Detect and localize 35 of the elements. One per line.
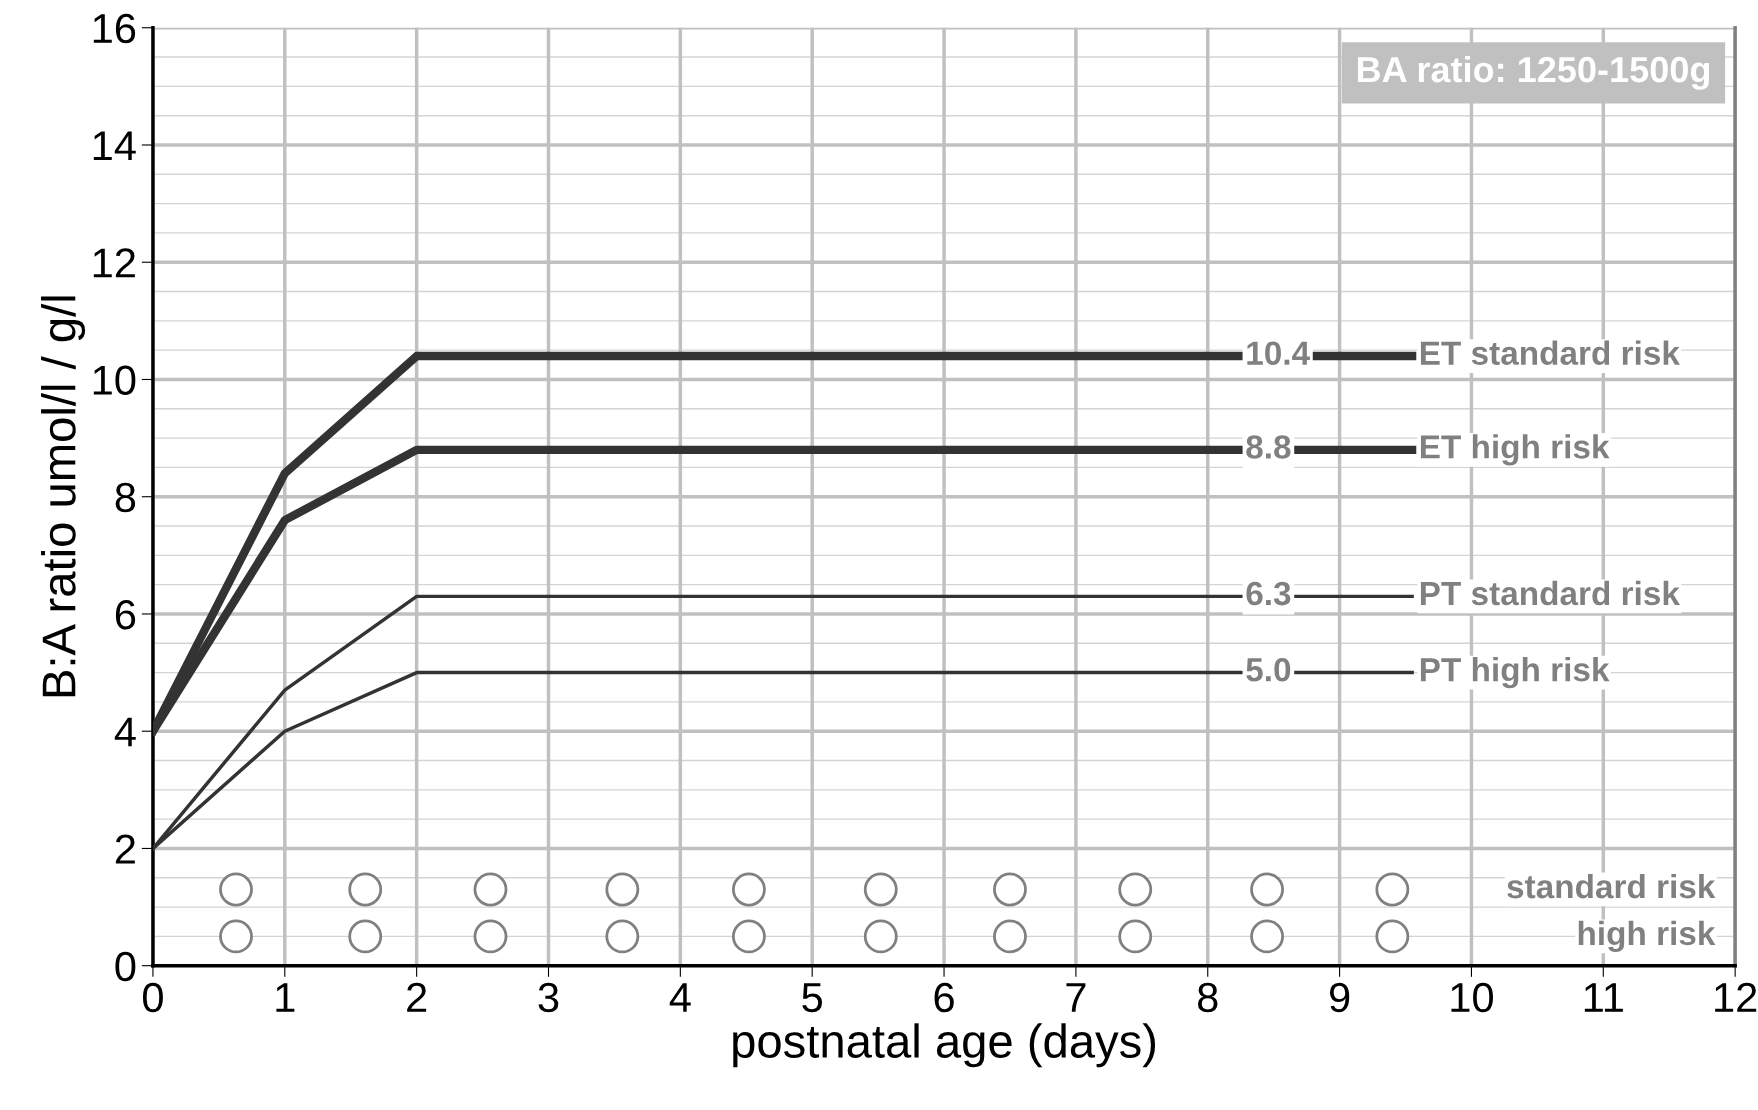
x-tick-label: 9	[1329, 982, 1350, 1013]
series-label: PT standard risk	[1420, 580, 1680, 606]
x-tick-label: 12	[1715, 982, 1757, 1012]
data-label: 5.0	[1246, 657, 1291, 682]
series-label: ET high risk	[1420, 434, 1610, 466]
x-tick-label: 3	[538, 982, 559, 1013]
y-axis-title: B:A ratio umol/l / g/l	[41, 296, 86, 697]
y-tick-label: 2	[115, 834, 135, 864]
series-label: PT high risk	[1420, 656, 1610, 689]
x-axis-title: postnatal age (days)	[733, 1023, 1156, 1068]
data-label: 6.3	[1246, 581, 1291, 606]
x-tick-label: 6	[934, 982, 954, 1013]
y-tick-label: 10	[93, 365, 136, 395]
x-tick-label: 5	[802, 983, 823, 1013]
y-tick-label: 16	[93, 13, 136, 44]
text: BA ratio: 1250-1500g	[1357, 55, 1710, 90]
x-tick-label: 11	[1584, 983, 1623, 1012]
text: standard risk	[1507, 873, 1716, 899]
y-tick-label: 0	[115, 951, 136, 982]
y-tick-label: 6	[115, 599, 136, 630]
y-tick-label: 8	[115, 482, 136, 513]
y-tick-label: 4	[114, 717, 136, 747]
x-tick-label: 1	[276, 983, 295, 1012]
y-tick-label: 12	[93, 248, 135, 278]
x-tick-label: 8	[1197, 982, 1218, 1013]
x-tick-label: 4	[669, 983, 691, 1012]
x-tick-label: 10	[1451, 982, 1493, 1013]
x-tick-label: 7	[1066, 983, 1086, 1012]
data-label: 10.4	[1247, 341, 1310, 365]
x-tick-label: 0	[142, 982, 163, 1013]
series-label: ET standard risk	[1420, 340, 1680, 365]
y-tick-label: 14	[93, 131, 136, 161]
text: high risk	[1578, 920, 1716, 952]
data-label: 8.8	[1246, 435, 1291, 459]
x-tick-label: 2	[407, 982, 427, 1012]
